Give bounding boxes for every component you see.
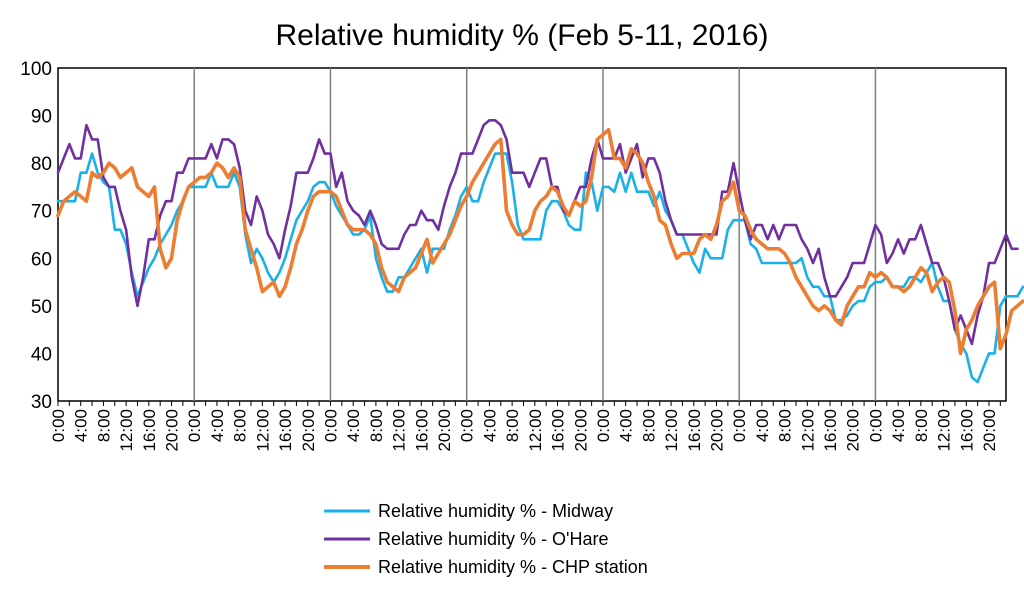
x-tick-label: 0:00 [594,409,613,442]
x-tick-label: 16:00 [412,409,431,452]
x-tick-label: 4:00 [72,409,91,442]
plot-area [57,67,1007,402]
x-tick-label: 20:00 [707,409,726,452]
x-tick-label: 4:00 [344,409,363,442]
x-tick-label: 4:00 [208,409,227,442]
x-tick-label: 20:00 [299,409,318,452]
x-tick-label: 20:00 [435,409,454,452]
x-tick-label: 8:00 [367,409,386,442]
series-lines [56,119,1024,384]
x-tick-label: 8:00 [912,409,931,442]
y-tick-label: 100 [20,59,52,80]
x-tick-label: 20:00 [980,409,999,452]
x-tick-label: 16:00 [821,409,840,452]
x-tick-label: 0:00 [321,409,340,442]
legend-label: Relative humidity % - Midway [378,501,613,521]
x-tick-label: 8:00 [776,409,795,442]
y-tick-label: 40 [31,344,52,365]
plot-border [57,67,1007,402]
day-separators [193,68,877,401]
x-tick-label: 12:00 [935,409,954,452]
y-tick-label: 50 [31,297,52,318]
y-tick-label: 60 [31,249,52,270]
y-tick-label: 30 [31,392,52,413]
x-tick-label: 12:00 [253,409,272,452]
x-tick-label: 8:00 [231,409,250,442]
x-tick-label: 8:00 [503,409,522,442]
legend-label: Relative humidity % - CHP station [378,557,648,577]
x-tick-label: 20:00 [844,409,863,452]
x-tick-label: 0:00 [185,409,204,442]
x-tick-label: 12:00 [117,409,136,452]
x-tick-label: 20:00 [571,409,590,452]
chart-title: Relative humidity % (Feb 5-11, 2016) [275,19,768,52]
x-tick-label: 0:00 [866,409,885,442]
x-tick-label: 12:00 [390,409,409,452]
y-axis: 30 40 50 60 70 80 90 100 [20,59,52,413]
x-tick-label: 4:00 [889,409,908,442]
x-tick-label: 16:00 [685,409,704,452]
x-tick-label: 16:00 [957,409,976,452]
y-tick-label: 90 [31,107,52,128]
x-tick-label: 16:00 [140,409,159,452]
x-tick-label: 0:00 [458,409,477,442]
x-axis: 0:00 4:00 8:00 12:00 16:00 20:00 0:00 4:00 8:00 1… [49,401,1001,452]
x-tick-label: 12:00 [798,409,817,452]
y-tick-label: 70 [31,202,52,223]
x-tick-label: 0:00 [49,409,68,442]
x-tick-label: 12:00 [526,409,545,452]
series-line [56,119,1019,346]
x-tick-label: 16:00 [549,409,568,452]
x-tick-label: 4:00 [480,409,499,442]
x-tick-label: 4:00 [617,409,636,442]
legend: Relative humidity % - Midway Relative hum… [324,501,648,577]
x-tick-label: 12:00 [662,409,681,452]
x-tick-label: 4:00 [753,409,772,442]
x-tick-label: 0:00 [730,409,749,442]
series-line [56,152,1024,384]
y-tick-label: 80 [31,154,52,175]
x-tick-label: 16:00 [276,409,295,452]
x-tick-label: 8:00 [94,409,113,442]
legend-label: Relative humidity % - O'Hare [378,529,609,549]
x-tick-label: 20:00 [163,409,182,452]
series-line [56,128,1024,356]
x-tick-label: 8:00 [639,409,658,442]
